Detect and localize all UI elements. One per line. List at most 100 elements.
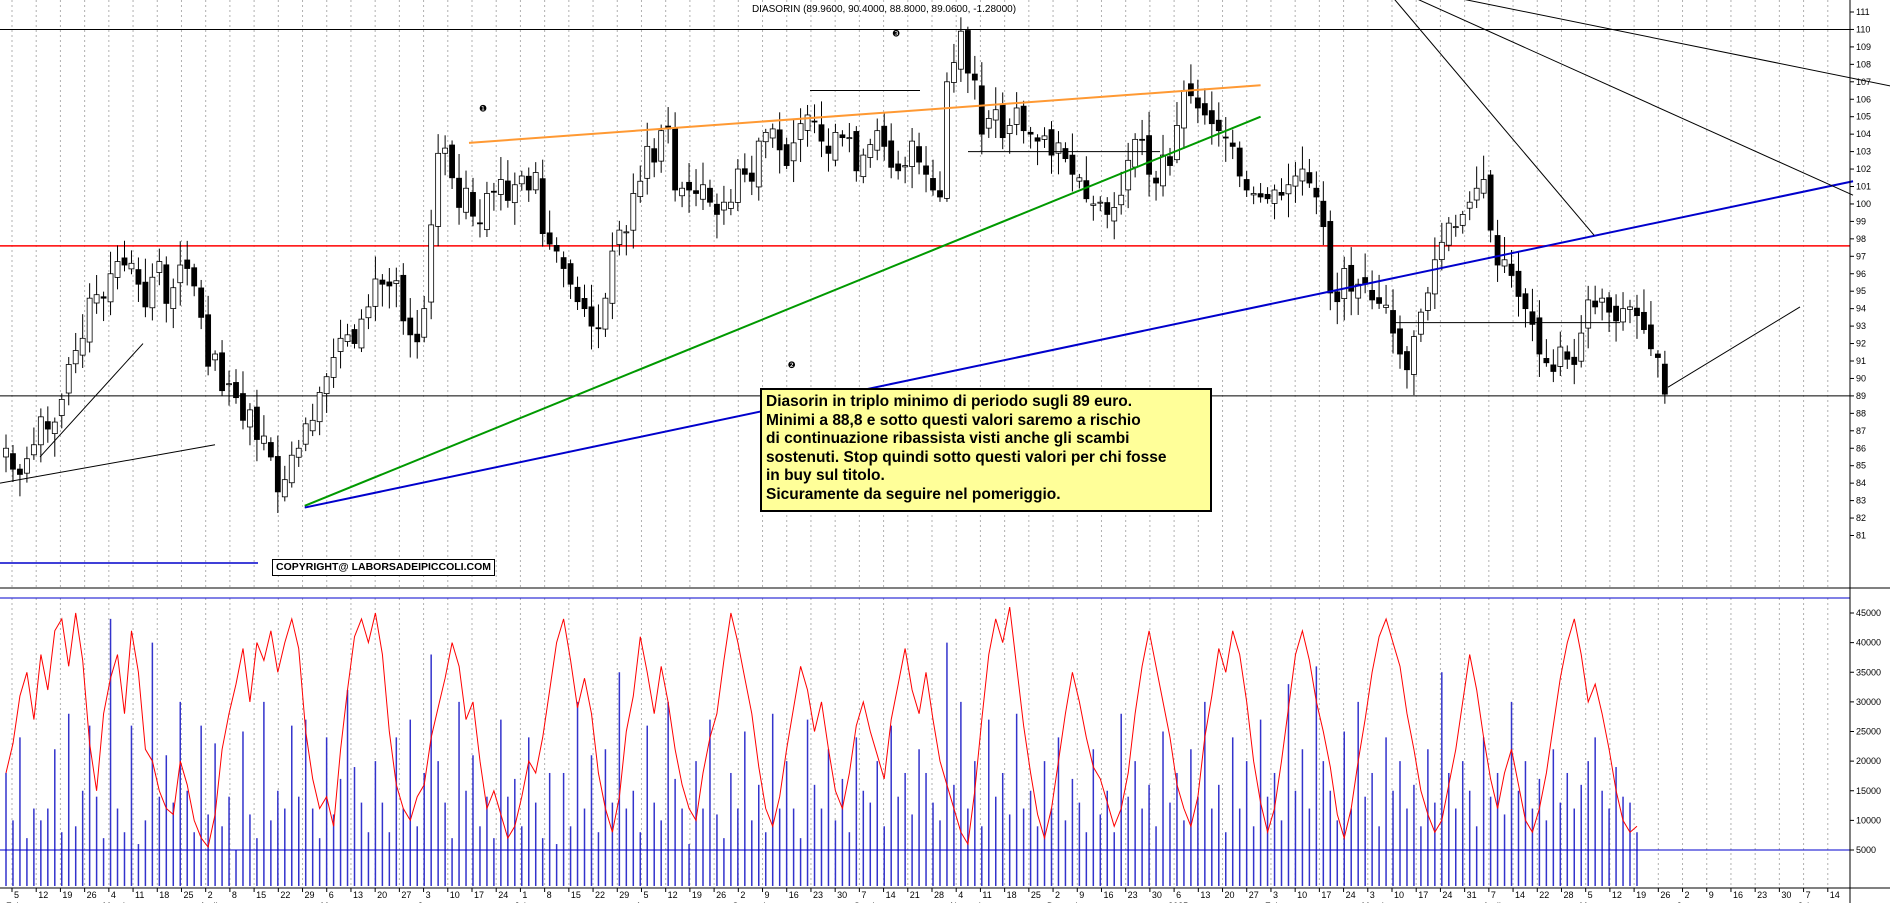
price-candle xyxy=(163,264,170,304)
price-candle xyxy=(1257,193,1264,198)
price-candle xyxy=(623,231,630,234)
price-candle xyxy=(435,152,442,227)
price-tick-label: 92 xyxy=(1856,339,1866,349)
price-tick-label: 101 xyxy=(1856,182,1871,192)
date-tick-label: 2 xyxy=(208,890,213,900)
price-candle xyxy=(456,177,462,208)
date-tick-label: 5 xyxy=(643,890,648,900)
volume-tick-label: 5000 xyxy=(1856,845,1876,855)
date-tick-label: 25 xyxy=(1031,890,1041,900)
date-tick-label: 17 xyxy=(1321,890,1331,900)
price-candle xyxy=(260,435,267,444)
date-tick-label: 29 xyxy=(619,890,629,900)
date-tick-label: 9 xyxy=(1079,890,1084,900)
price-candle xyxy=(748,172,755,182)
price-tick-label: 109 xyxy=(1856,42,1871,52)
price-candle xyxy=(1654,353,1661,358)
price-tick-label: 111 xyxy=(1856,7,1870,17)
date-tick-label: 7 xyxy=(1806,890,1811,900)
price-candle xyxy=(1383,304,1389,308)
price-candle xyxy=(504,180,511,201)
price-candle xyxy=(1480,179,1487,194)
price-candle xyxy=(1215,119,1222,132)
price-candle xyxy=(1543,358,1550,364)
price-candle xyxy=(1090,203,1097,206)
price-tick-label: 90 xyxy=(1856,373,1866,383)
price-candle xyxy=(442,147,449,154)
price-candle xyxy=(93,294,100,304)
price-candle xyxy=(672,128,679,191)
date-tick-label: 15 xyxy=(571,890,581,900)
note-line: di continuazione ribassista visti anche … xyxy=(766,430,1130,448)
date-tick-label: 21 xyxy=(910,890,920,900)
price-candle xyxy=(344,334,351,342)
price-candle xyxy=(1466,201,1473,209)
price-candle xyxy=(1153,177,1159,184)
price-candle xyxy=(1201,103,1208,116)
price-candle xyxy=(957,30,964,70)
price-tick-label: 99 xyxy=(1856,216,1866,226)
price-candle xyxy=(372,278,379,307)
price-candle xyxy=(1264,193,1271,200)
date-tick-label: 16 xyxy=(1103,890,1113,900)
price-candle xyxy=(637,180,644,198)
date-tick-label: 10 xyxy=(450,890,460,900)
price-candle xyxy=(107,273,114,303)
price-candle xyxy=(644,145,651,179)
price-candle xyxy=(1341,268,1348,299)
price-candle xyxy=(1606,297,1612,313)
date-tick-label: 14 xyxy=(1830,890,1840,900)
price-candle xyxy=(1564,351,1571,360)
price-tick-label: 86 xyxy=(1856,443,1866,453)
date-tick-label: 4 xyxy=(958,890,963,900)
price-tick-label: 96 xyxy=(1856,269,1866,279)
date-tick-label: 2 xyxy=(1055,890,1060,900)
price-candle xyxy=(1076,177,1083,182)
price-candle xyxy=(539,178,546,235)
month-label: March xyxy=(103,901,128,903)
date-tick-label: 2 xyxy=(740,890,745,900)
volume-tick-label: 35000 xyxy=(1856,667,1881,677)
volume-tick-label: 40000 xyxy=(1856,638,1881,648)
price-candle xyxy=(1034,137,1041,142)
chart-annotations: ❶ ❸ ❷ xyxy=(479,28,900,370)
price-candle xyxy=(832,132,839,161)
date-tick-label: 6 xyxy=(1176,890,1181,900)
price-candle xyxy=(707,187,713,203)
price-candle xyxy=(1020,105,1027,132)
price-candle xyxy=(1306,172,1313,184)
price-candle xyxy=(1536,317,1543,355)
price-candle xyxy=(992,109,999,121)
date-tick-label: 2 xyxy=(1685,890,1690,900)
price-candle xyxy=(818,124,825,142)
price-candle xyxy=(574,286,581,303)
price-candle xyxy=(337,337,344,352)
price-candle xyxy=(1578,332,1585,362)
price-candle xyxy=(881,125,888,147)
price-candle xyxy=(288,454,295,484)
date-tick-label: 30 xyxy=(837,890,847,900)
price-candle xyxy=(1494,235,1501,266)
price-candle xyxy=(567,263,574,285)
date-tick-label: 22 xyxy=(280,890,290,900)
price-candle xyxy=(546,232,553,245)
price-candle xyxy=(679,187,685,197)
trendline xyxy=(468,84,1261,144)
volume-tick-label: 15000 xyxy=(1856,786,1881,796)
price-candle xyxy=(1571,356,1578,365)
volume-tick-label: 30000 xyxy=(1856,697,1881,707)
price-candle xyxy=(407,317,414,336)
date-tick-label: 4 xyxy=(111,890,116,900)
price-candle xyxy=(233,382,239,399)
price-candle xyxy=(525,175,532,191)
trendline xyxy=(304,115,1261,507)
price-candle xyxy=(1404,351,1410,371)
price-candle xyxy=(65,364,72,394)
month-label: February xyxy=(1265,901,1302,903)
date-tick-label: 10 xyxy=(1297,890,1307,900)
note-line: Sicuramente da seguire nel pomeriggio. xyxy=(766,485,1061,503)
date-tick-label: 20 xyxy=(1225,890,1235,900)
date-tick-label: 27 xyxy=(401,890,411,900)
price-tick-label: 100 xyxy=(1856,199,1871,209)
date-tick-label: 12 xyxy=(668,890,678,900)
